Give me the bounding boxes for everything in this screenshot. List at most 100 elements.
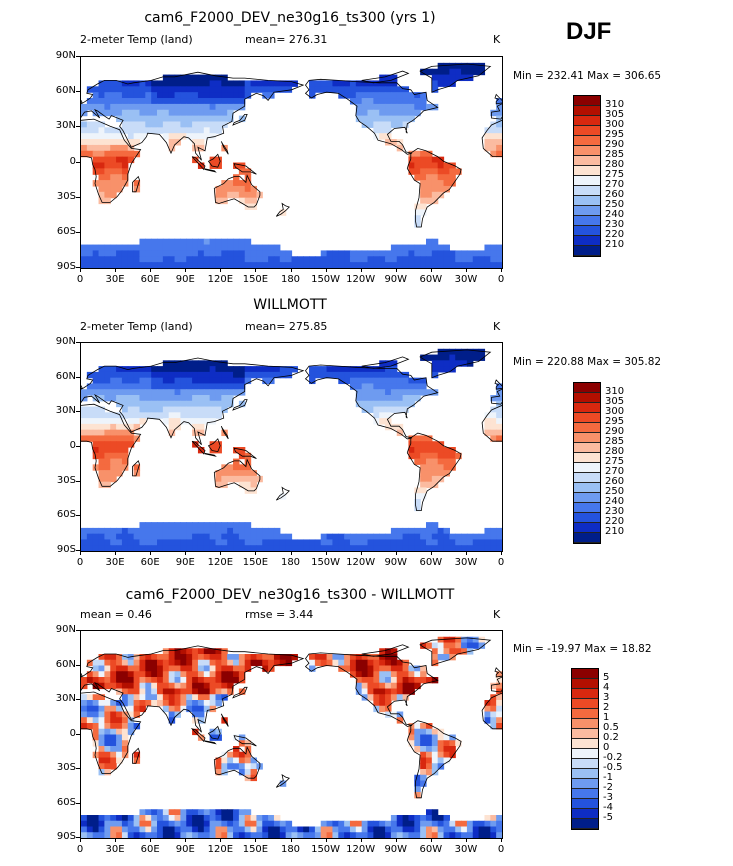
field-cell — [104, 665, 111, 672]
field-cell — [116, 127, 123, 134]
field-cell — [227, 832, 234, 838]
field-cells — [81, 636, 502, 838]
field-cell — [157, 395, 164, 402]
field-cell — [98, 371, 105, 379]
field-cell — [402, 262, 410, 268]
field-cell — [197, 406, 205, 413]
field-cell — [110, 464, 117, 471]
field-cell — [116, 86, 123, 93]
field-cell — [110, 659, 117, 667]
field-cell — [86, 694, 94, 701]
field-cell — [425, 180, 433, 187]
field-cell — [262, 832, 269, 838]
field-cell — [250, 832, 258, 838]
field-cell — [162, 659, 170, 667]
field-cell — [250, 539, 258, 546]
field-cell — [116, 659, 123, 667]
field-cell — [133, 127, 141, 134]
field-cell — [215, 244, 222, 252]
field-cell — [309, 366, 316, 373]
field-cell — [215, 406, 222, 413]
field-cell — [437, 757, 445, 764]
field-cell — [174, 688, 182, 695]
field-cell — [227, 671, 234, 678]
field-cell — [110, 728, 117, 736]
field-cell — [157, 256, 164, 263]
field-cell — [344, 92, 351, 99]
field-cell — [203, 820, 211, 828]
lat-tick-mark — [76, 267, 80, 268]
field-cell — [180, 412, 187, 419]
field-cell — [180, 262, 187, 268]
field-cell — [385, 395, 392, 402]
field-cell — [431, 642, 439, 649]
field-cell — [86, 677, 94, 684]
field-cell — [496, 826, 502, 833]
field-cell — [151, 366, 158, 373]
field-cell — [180, 86, 187, 93]
field-cell — [291, 366, 298, 373]
field-cell — [121, 412, 129, 419]
field-cell — [81, 832, 88, 838]
field-cell — [396, 262, 404, 268]
field-cell — [116, 728, 123, 736]
field-cell — [373, 826, 380, 833]
colorbar-label: 210 — [605, 239, 625, 250]
colorbar-swatch — [572, 689, 598, 699]
field-cell — [221, 98, 228, 105]
field-cell — [186, 395, 193, 402]
field-cell — [455, 68, 462, 76]
field-cell — [408, 734, 415, 741]
field-cell — [127, 92, 135, 99]
units-label: K — [493, 33, 501, 46]
lon-tick-mark — [395, 838, 397, 842]
field-cell — [86, 545, 94, 551]
field-cell — [385, 383, 392, 390]
field-cell — [215, 539, 222, 546]
field-cell — [262, 86, 269, 93]
field-cell — [116, 470, 123, 477]
field-cell — [379, 80, 386, 87]
field-cell — [314, 659, 322, 667]
colorbar-label: 0.5 — [603, 722, 619, 733]
field-cell — [151, 109, 158, 117]
field-cell — [192, 80, 199, 87]
field-cell — [92, 377, 100, 385]
field-cell — [273, 815, 281, 822]
field-cell — [233, 815, 240, 822]
field-cell — [437, 832, 445, 838]
field-cell — [279, 80, 287, 87]
field-cell — [127, 412, 135, 419]
field-cell — [192, 238, 199, 246]
field-cell — [110, 395, 117, 402]
field-cell — [197, 734, 205, 741]
field-cell — [162, 256, 170, 263]
field-cell — [209, 400, 217, 408]
field-cell — [197, 423, 205, 431]
field-cell — [490, 705, 497, 713]
field-cell — [466, 250, 474, 257]
field-cell — [197, 250, 205, 257]
field-cell — [420, 92, 427, 99]
field-cell — [116, 377, 123, 385]
field-cell — [379, 256, 386, 263]
field-cell — [98, 757, 105, 764]
field-cell — [431, 763, 439, 770]
field-cell — [203, 92, 211, 99]
field-cell — [437, 80, 445, 87]
colorbar-swatch — [572, 819, 598, 829]
variable-label: 2-meter Temp (land) — [80, 320, 193, 333]
field-cell — [110, 734, 117, 741]
field-cell — [344, 665, 351, 672]
field-cell — [238, 481, 246, 489]
field-cell — [92, 728, 100, 736]
colorbar-swatch — [572, 709, 598, 719]
colorbar-label: 1 — [603, 712, 610, 723]
field-cell — [443, 746, 450, 753]
lat-tick-label: 60N — [55, 85, 76, 97]
field-cell — [127, 395, 135, 402]
field-cell — [443, 826, 450, 833]
field-cell — [121, 677, 129, 684]
field-cell — [168, 711, 176, 718]
field-cell — [121, 127, 129, 134]
